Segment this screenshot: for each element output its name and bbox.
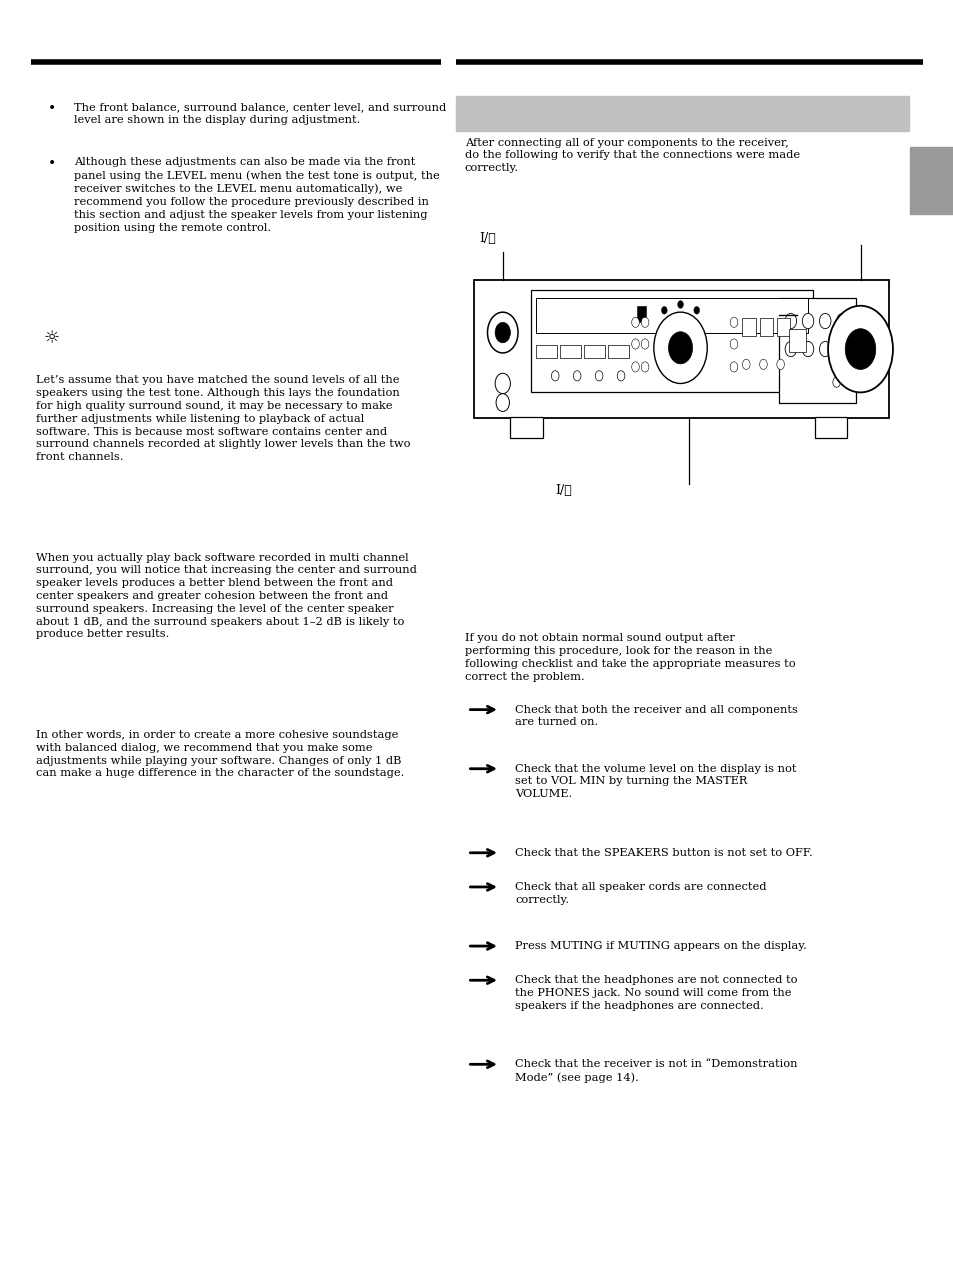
Circle shape: [640, 362, 648, 372]
Circle shape: [729, 362, 737, 372]
Circle shape: [640, 317, 648, 327]
Bar: [607, 345, 628, 358]
Circle shape: [631, 362, 639, 372]
Bar: [741, 318, 755, 336]
Text: Check that the receiver is not in “Demonstration
Mode” (see page 14).: Check that the receiver is not in “Demon…: [515, 1059, 797, 1083]
Text: If you do not obtain normal sound output after
performing this procedure, look f: If you do not obtain normal sound output…: [464, 633, 795, 682]
Circle shape: [836, 313, 847, 329]
Circle shape: [631, 317, 639, 327]
Bar: [814, 417, 846, 438]
Bar: [788, 329, 805, 352]
Bar: [536, 345, 557, 358]
Bar: [636, 306, 645, 322]
Bar: [759, 318, 772, 336]
Circle shape: [495, 322, 510, 343]
Circle shape: [495, 373, 510, 394]
Circle shape: [741, 359, 749, 369]
Circle shape: [677, 301, 682, 308]
Bar: [474, 280, 888, 418]
Bar: [456, 96, 908, 131]
Text: Check that the headphones are not connected to
the PHONES jack. No sound will co: Check that the headphones are not connec…: [515, 975, 797, 1010]
Bar: [531, 290, 812, 392]
Bar: [779, 298, 855, 403]
Circle shape: [595, 371, 602, 381]
Text: When you actually play back software recorded in multi channel
surround, you wil: When you actually play back software rec…: [36, 553, 416, 640]
Text: I/⏻: I/⏻: [478, 232, 496, 245]
Text: In other words, in order to create a more cohesive soundstage
with balanced dial: In other words, in order to create a mor…: [36, 730, 404, 778]
Circle shape: [801, 341, 813, 357]
Text: •: •: [48, 157, 56, 171]
Text: Check that all speaker cords are connected
correctly.: Check that all speaker cords are connect…: [515, 882, 766, 905]
Text: Check that the volume level on the display is not
set to VOL MIN by turning the : Check that the volume level on the displ…: [515, 763, 796, 799]
Circle shape: [668, 331, 692, 364]
Circle shape: [729, 339, 737, 349]
Circle shape: [801, 313, 813, 329]
Circle shape: [729, 317, 737, 327]
Text: Check that both the receiver and all components
are turned on.: Check that both the receiver and all com…: [515, 705, 798, 727]
Text: ☼: ☼: [44, 329, 60, 347]
Bar: [776, 318, 789, 336]
Bar: [536, 298, 807, 333]
Text: After connecting all of your components to the receiver,
do the following to ver: After connecting all of your components …: [464, 138, 799, 173]
Circle shape: [693, 307, 699, 315]
Circle shape: [551, 371, 558, 381]
Text: Although these adjustments can also be made via the front
panel using the LEVEL : Although these adjustments can also be m…: [74, 157, 439, 233]
Bar: [559, 345, 580, 358]
Circle shape: [844, 329, 875, 369]
Circle shape: [660, 307, 666, 315]
Circle shape: [631, 339, 639, 349]
Bar: [583, 345, 604, 358]
Text: Press MUTING if MUTING appears on the display.: Press MUTING if MUTING appears on the di…: [515, 941, 806, 950]
Circle shape: [827, 306, 892, 392]
Bar: [510, 417, 542, 438]
Circle shape: [836, 341, 847, 357]
Circle shape: [819, 341, 830, 357]
Text: The front balance, surround balance, center level, and surround
level are shown : The front balance, surround balance, cen…: [74, 102, 446, 125]
Circle shape: [759, 359, 766, 369]
Circle shape: [784, 341, 796, 357]
Text: •: •: [48, 102, 56, 116]
Circle shape: [573, 371, 580, 381]
Circle shape: [640, 339, 648, 349]
Circle shape: [776, 359, 783, 369]
Circle shape: [819, 313, 830, 329]
Circle shape: [617, 371, 624, 381]
Circle shape: [487, 312, 517, 353]
Text: Check that the SPEAKERS button is not set to OFF.: Check that the SPEAKERS button is not se…: [515, 847, 812, 857]
Text: Let’s assume that you have matched the sound levels of all the
speakers using th: Let’s assume that you have matched the s…: [36, 376, 411, 462]
Circle shape: [784, 313, 796, 329]
Circle shape: [832, 377, 840, 387]
Bar: [909, 147, 953, 214]
Circle shape: [653, 312, 706, 383]
Circle shape: [496, 394, 509, 412]
Text: I/⏻: I/⏻: [555, 484, 572, 497]
